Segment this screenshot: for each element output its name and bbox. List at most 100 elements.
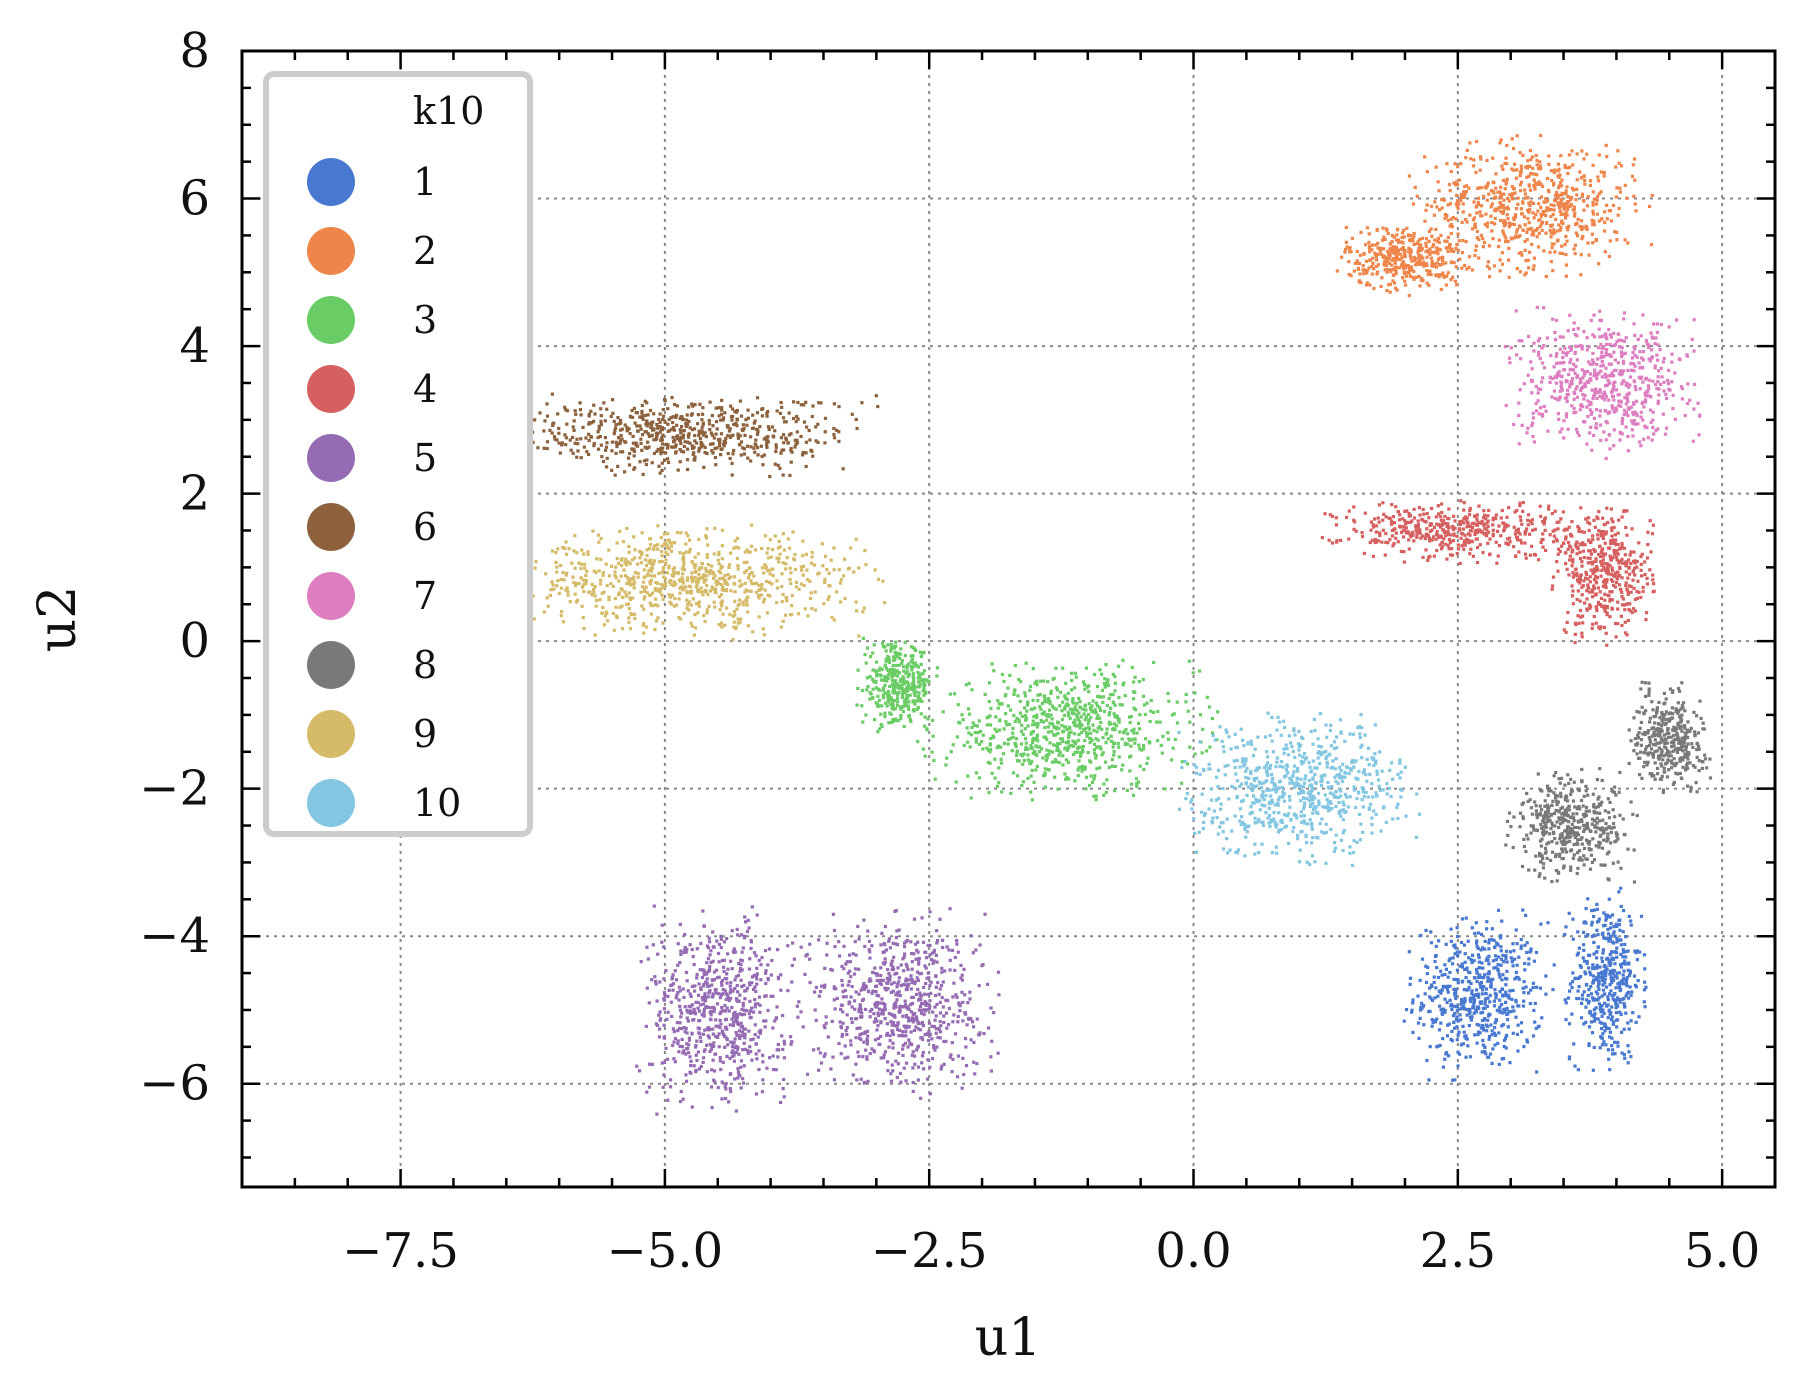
- data-point: [962, 967, 966, 971]
- data-point: [1551, 212, 1555, 217]
- data-point: [905, 1006, 909, 1010]
- data-point: [1084, 787, 1088, 791]
- data-point: [1461, 527, 1465, 531]
- data-point: [1083, 767, 1087, 771]
- data-point: [1532, 1008, 1536, 1013]
- data-point: [932, 758, 936, 763]
- data-point: [1420, 957, 1425, 961]
- data-point: [1499, 185, 1503, 189]
- data-point: [1629, 919, 1633, 923]
- data-point: [1359, 230, 1363, 234]
- data-point: [1596, 195, 1600, 199]
- data-point: [1107, 765, 1111, 769]
- data-point: [969, 796, 973, 800]
- data-point: [1103, 677, 1107, 681]
- data-point: [664, 1046, 668, 1050]
- data-point: [786, 944, 790, 948]
- data-point: [669, 983, 673, 988]
- data-point: [1492, 938, 1496, 942]
- data-point: [1571, 971, 1575, 975]
- data-point: [1210, 731, 1215, 735]
- data-point: [921, 672, 925, 676]
- data-point: [895, 991, 899, 995]
- data-point: [1474, 921, 1478, 925]
- data-point: [1504, 976, 1508, 981]
- data-point: [701, 984, 706, 988]
- data-point: [1626, 961, 1631, 965]
- data-point: [1437, 208, 1442, 212]
- data-point: [1412, 255, 1416, 259]
- data-point: [1011, 771, 1016, 775]
- data-point: [1465, 966, 1469, 970]
- data-point: [1572, 573, 1576, 577]
- data-point: [1582, 990, 1586, 994]
- data-point: [1578, 224, 1582, 229]
- data-point: [882, 686, 886, 690]
- data-point: [1567, 911, 1571, 915]
- data-point: [1098, 766, 1102, 770]
- data-point: [1563, 191, 1567, 196]
- data-point: [1445, 162, 1449, 166]
- data-point: [705, 1043, 709, 1047]
- data-point: [1585, 227, 1589, 232]
- data-point: [1599, 190, 1603, 194]
- data-point: [1603, 592, 1607, 596]
- data-point: [1528, 950, 1532, 954]
- data-point: [741, 946, 745, 950]
- data-point: [1518, 532, 1522, 536]
- data-point: [1049, 689, 1053, 693]
- data-point: [1084, 666, 1089, 670]
- data-point: [996, 698, 1000, 703]
- data-point: [1530, 242, 1534, 246]
- data-point: [1142, 747, 1146, 751]
- data-point: [968, 997, 972, 1001]
- data-point: [1581, 997, 1585, 1001]
- data-point: [1504, 983, 1508, 987]
- data-point: [1652, 589, 1656, 593]
- data-point: [1633, 202, 1637, 206]
- data-point: [1011, 726, 1015, 731]
- data-point: [721, 987, 725, 992]
- data-point: [1610, 971, 1614, 975]
- data-point: [1481, 550, 1485, 555]
- data-point: [1033, 681, 1037, 685]
- data-point: [1597, 545, 1602, 549]
- data-point: [1000, 672, 1005, 677]
- data-point: [711, 959, 715, 963]
- data-point: [1497, 1031, 1501, 1035]
- data-point: [1323, 512, 1327, 516]
- data-point: [731, 1049, 735, 1053]
- data-point: [1396, 251, 1400, 255]
- data-point: [1043, 697, 1047, 701]
- data-point: [1602, 625, 1606, 630]
- data-point: [1478, 168, 1482, 172]
- data-point: [1502, 521, 1506, 525]
- data-point: [1432, 975, 1436, 979]
- data-point: [1511, 988, 1515, 993]
- data-point: [1632, 586, 1636, 590]
- data-point: [1112, 753, 1116, 757]
- data-point: [1511, 545, 1516, 549]
- data-point: [666, 1010, 670, 1014]
- data-point: [1519, 251, 1523, 255]
- data-point: [1432, 980, 1436, 985]
- data-point: [723, 1009, 728, 1013]
- data-point: [879, 973, 883, 978]
- data-point: [1620, 561, 1625, 565]
- data-point: [1513, 532, 1517, 536]
- data-point: [687, 1038, 692, 1042]
- data-point: [1454, 265, 1458, 269]
- data-point: [1408, 982, 1412, 986]
- data-point: [1552, 242, 1556, 246]
- data-point: [864, 713, 868, 717]
- data-point: [688, 1011, 692, 1015]
- data-point: [880, 724, 884, 729]
- data-point: [929, 980, 933, 984]
- data-point: [1611, 203, 1616, 208]
- data-point: [1096, 726, 1100, 730]
- data-point: [1015, 753, 1019, 757]
- data-point: [1591, 209, 1595, 213]
- data-point: [868, 697, 872, 701]
- data-point: [919, 712, 923, 716]
- data-point: [1588, 179, 1593, 183]
